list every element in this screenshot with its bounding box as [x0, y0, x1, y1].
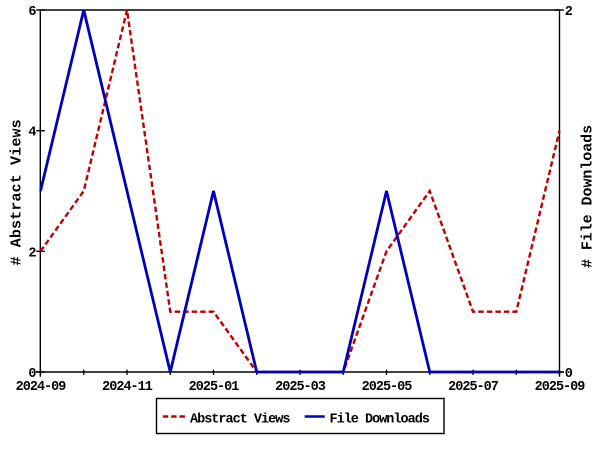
svg-text:2: 2	[565, 5, 573, 20]
svg-text:Abstract Views: Abstract Views	[190, 413, 290, 428]
svg-text:2: 2	[28, 246, 36, 261]
svg-text:# File Downloads: # File Downloads	[580, 125, 597, 268]
svg-text:File Downloads: File Downloads	[330, 413, 430, 428]
svg-text:0: 0	[28, 367, 36, 382]
svg-text:0: 0	[565, 367, 573, 382]
svg-text:6: 6	[28, 5, 36, 20]
svg-text:# Abstract Views: # Abstract Views	[8, 119, 25, 265]
svg-text:2025-09: 2025-09	[535, 380, 586, 395]
svg-text:2024-11: 2024-11	[102, 380, 153, 395]
svg-text:2025-05: 2025-05	[362, 380, 413, 395]
svg-text:2024-09: 2024-09	[16, 380, 67, 395]
svg-text:2025-01: 2025-01	[189, 380, 240, 395]
svg-text:4: 4	[28, 126, 36, 141]
svg-text:2025-03: 2025-03	[275, 380, 326, 395]
svg-text:2025-07: 2025-07	[448, 380, 499, 395]
